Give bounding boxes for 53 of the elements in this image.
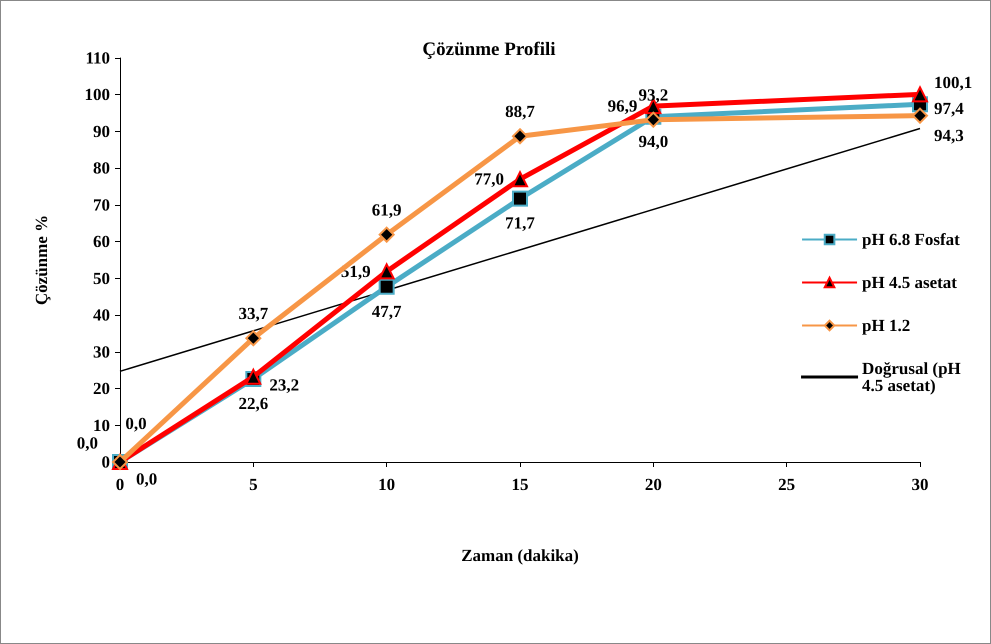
- data-label: 77,0: [474, 170, 504, 189]
- y-tick-label: 40: [93, 306, 110, 325]
- point: [378, 263, 395, 280]
- x-tick-label: 10: [378, 475, 396, 494]
- data-label: 100,1: [934, 72, 972, 92]
- y-tick-label: 30: [93, 342, 110, 362]
- point: [245, 330, 262, 346]
- data-label: 88,7: [505, 102, 536, 122]
- data-label: 94,0: [638, 132, 668, 151]
- chart-title: Çözünme Profili: [422, 39, 556, 60]
- point: [512, 128, 528, 144]
- y-tick-label: 100: [84, 85, 110, 104]
- point: [512, 171, 528, 188]
- y-tick-label: 110: [85, 48, 110, 68]
- x-tick-label: 20: [644, 475, 662, 494]
- point: [912, 86, 928, 102]
- data-label: 0,0: [76, 434, 98, 452]
- data-label: 23,2: [269, 375, 300, 394]
- data-label: 47,7: [372, 302, 402, 321]
- y-tick-label: 60: [93, 232, 110, 252]
- legend-label: pH 6.8 Fosfat: [862, 230, 960, 249]
- point: [512, 190, 528, 207]
- point: [378, 226, 395, 243]
- data-label: 22,6: [238, 394, 268, 413]
- x-axis-title: Zaman (dakika): [461, 546, 579, 565]
- data-label: 71,7: [505, 214, 536, 233]
- point: [378, 278, 395, 295]
- x-tick-label: 25: [778, 475, 796, 494]
- point: [645, 112, 662, 128]
- point: [912, 108, 928, 124]
- y-tick-label: 90: [93, 122, 110, 141]
- x-tick-label: 15: [512, 475, 528, 494]
- legend-label: Doğrusal (pH 4.5 asetat): [862, 359, 966, 395]
- x-tick-label: 0: [116, 475, 124, 494]
- y-tick-label: 50: [93, 268, 110, 288]
- data-label: 61,9: [372, 200, 402, 220]
- y-axis-title: Çözünme %: [32, 214, 51, 306]
- data-label: 0,0: [125, 414, 147, 433]
- data-label: 96,9: [608, 96, 638, 116]
- x-tick-label: 30: [912, 475, 928, 494]
- data-label: 0,0: [136, 470, 158, 488]
- x-tick-label: 5: [249, 475, 258, 494]
- y-tick-label: 0: [102, 452, 110, 472]
- legend-label: pH 1.2: [862, 316, 910, 335]
- y-tick-label: 80: [93, 158, 110, 178]
- data-label: 93,2: [638, 86, 668, 105]
- y-tick-label: 70: [93, 195, 110, 214]
- data-label: 94,3: [934, 126, 964, 146]
- legend-label: pH 4.5 asetat: [862, 273, 958, 292]
- y-tick-label: 20: [93, 379, 110, 398]
- data-label: 97,4: [934, 98, 964, 118]
- data-label: 33,7: [238, 304, 269, 324]
- y-tick-label: 10: [93, 416, 110, 435]
